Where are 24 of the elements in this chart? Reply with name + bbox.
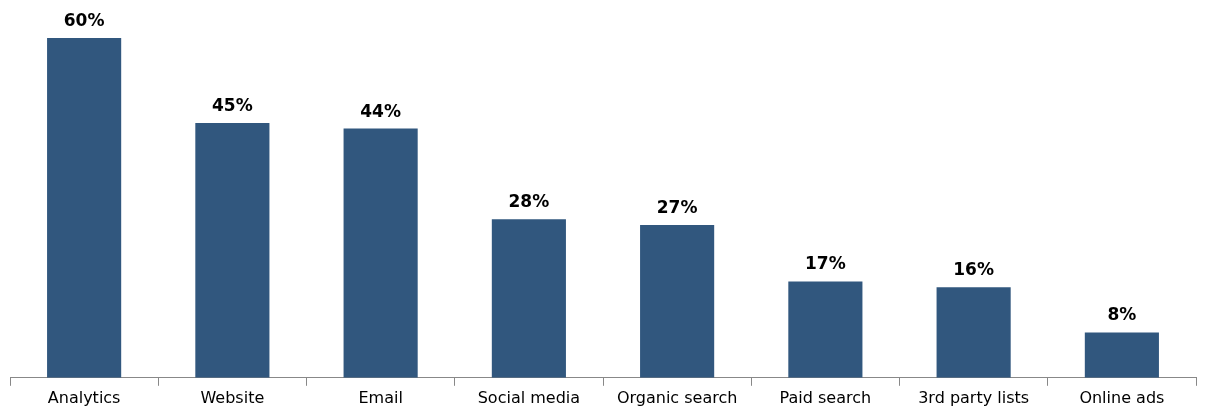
data-label: 16%	[953, 259, 994, 280]
data-label: 28%	[508, 191, 550, 212]
bar	[47, 38, 122, 378]
bar	[343, 128, 418, 378]
x-tick-label: Organic search	[616, 387, 738, 407]
data-label: 45%	[212, 94, 253, 115]
data-label: 44%	[360, 100, 401, 121]
bar	[1084, 332, 1159, 378]
x-tick-label: Analytics	[47, 387, 121, 407]
x-tick-label: Online ads	[1079, 387, 1165, 407]
x-tick-label: 3rd party lists	[918, 387, 1030, 407]
bar	[788, 281, 863, 378]
bar	[936, 287, 1011, 378]
x-tick-label: Paid search	[779, 387, 872, 407]
bar	[491, 219, 566, 378]
bar	[640, 224, 715, 378]
data-label: 27%	[656, 196, 698, 217]
bar	[195, 122, 270, 378]
x-tick-label: Email	[358, 387, 403, 407]
x-tick-label: Website	[200, 387, 265, 407]
x-tick-label: Social media	[477, 387, 581, 407]
data-label: 8%	[1107, 304, 1137, 325]
data-label: 60%	[63, 9, 105, 30]
data-label: 17%	[805, 253, 846, 274]
